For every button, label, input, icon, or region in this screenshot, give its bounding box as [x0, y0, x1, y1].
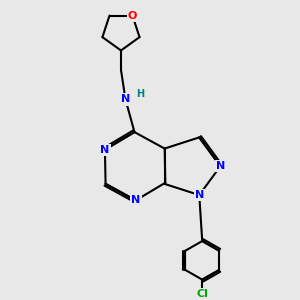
Text: N: N [195, 190, 204, 200]
Text: N: N [216, 161, 225, 171]
Text: O: O [128, 11, 137, 21]
Text: N: N [100, 145, 110, 155]
Text: N: N [121, 94, 130, 104]
Text: Cl: Cl [196, 290, 208, 299]
Text: H: H [136, 88, 145, 98]
Text: N: N [131, 195, 140, 206]
